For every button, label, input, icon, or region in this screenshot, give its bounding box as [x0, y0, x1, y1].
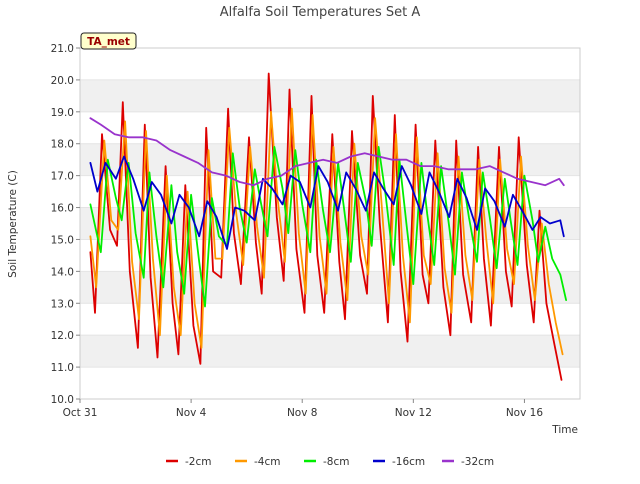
series-line-minus-8cm [89, 145, 567, 308]
legend-label: -4cm [254, 456, 280, 468]
x-tick-label: Nov 4 [176, 407, 207, 419]
chart-title: Alfalfa Soil Temperatures Set A [220, 5, 421, 20]
legend-item: -16cm [373, 456, 425, 468]
y-tick-label: 10.0 [51, 394, 74, 406]
y-axis-ticks: 10.0 11.0 12.0 13.0 14.0 15.0 16.0 17.0 18.0 19.0… [51, 43, 80, 406]
y-tick-label: 20.0 [51, 75, 74, 87]
series-line-minus-32cm [89, 117, 565, 187]
y-tick-label: 17.0 [51, 171, 74, 183]
series-line-minus-16cm [89, 155, 565, 250]
legend-item: -8cm [304, 456, 349, 468]
y-tick-label: 13.0 [51, 298, 74, 310]
x-axis-ticks: Oct 31 Nov 4 Nov 8 Nov 12 Nov 16 [63, 399, 544, 419]
legend-item: -32cm [442, 456, 494, 468]
y-axis-label: Soil Temperature (C) [7, 170, 19, 278]
x-axis-label: Time [551, 424, 578, 436]
plot-frame [79, 47, 581, 400]
y-tick-label: 21.0 [51, 43, 74, 55]
x-tick-label: Oct 31 [63, 407, 98, 419]
legend-label: -8cm [323, 456, 349, 468]
legend-item: -2cm [166, 456, 211, 468]
y-tick-label: 18.0 [51, 139, 74, 151]
legend-label: -16cm [392, 456, 425, 468]
station-label: TA_met [87, 36, 130, 48]
legend-label: -2cm [185, 456, 211, 468]
legend-item: -4cm [235, 456, 280, 468]
y-tick-label: 16.0 [51, 203, 74, 215]
y-tick-label: 15.0 [51, 234, 74, 246]
x-tick-label: Nov 8 [287, 407, 318, 419]
background-band [80, 335, 580, 368]
background-band [80, 79, 580, 112]
y-tick-label: 11.0 [51, 362, 74, 374]
y-tick-label: 14.0 [51, 266, 74, 278]
station-label-box: TA_met [80, 32, 137, 50]
x-tick-label: Nov 12 [395, 407, 432, 419]
series-lines [89, 72, 567, 381]
x-tick-label: Nov 16 [506, 407, 544, 419]
y-tick-label: 19.0 [51, 107, 74, 119]
legend-label: -32cm [461, 456, 494, 468]
legend: -2cm -4cm -8cm -16cm -32cm [166, 456, 494, 468]
y-tick-label: 12.0 [51, 330, 74, 342]
